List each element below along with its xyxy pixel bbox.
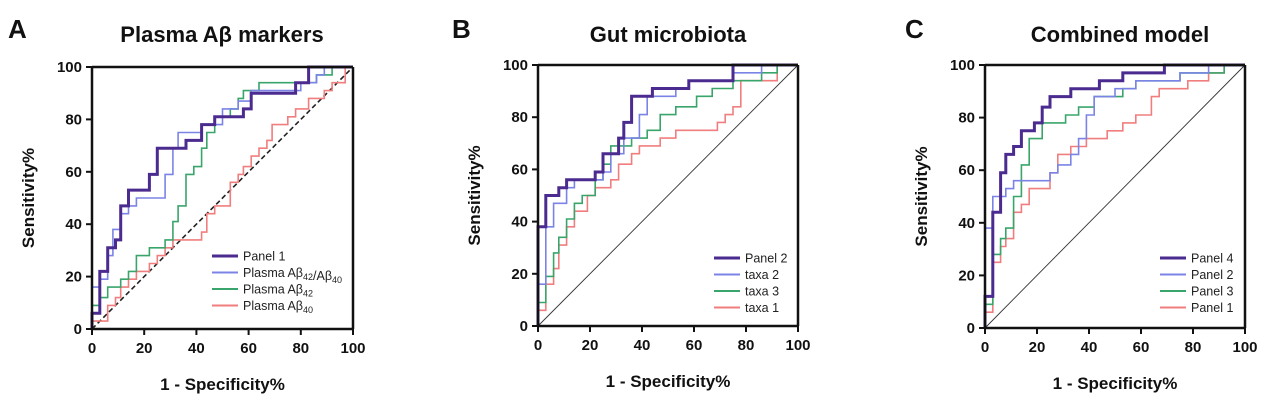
roc-line-panel-4 xyxy=(983,63,1245,328)
x-tick-label: 60 xyxy=(686,337,703,354)
legend-label-plasma-a-40: Plasma Aβ40 xyxy=(243,299,313,315)
x-tick-label: 0 xyxy=(981,339,989,356)
legend-label-panel-3: Panel 3 xyxy=(1191,285,1233,299)
chart-title: Plasma Aβ markers xyxy=(120,22,323,47)
x-tick-label: 20 xyxy=(136,340,153,357)
y-axis-label: Sensitivity% xyxy=(912,146,931,246)
x-tick-label: 100 xyxy=(340,340,365,357)
legend-label-plasma-a-42: Plasma Aβ42 xyxy=(243,283,313,299)
y-tick-label: 40 xyxy=(958,215,975,232)
legend-label-taxa-3: taxa 3 xyxy=(745,285,779,299)
y-tick-label: 20 xyxy=(958,267,975,284)
roc-line-plasma-a-42 xyxy=(91,66,353,329)
chart-panel-a: A Plasma Aβ markers 0 20 40 60 80 100 0 20 40 60 80 1… xyxy=(8,14,366,394)
chart-panel-c: C Combined model 0 20 40 60 80 100 0 20 40 60 80 100 1… xyxy=(905,14,1258,393)
legend: Panel 2 taxa 2 taxa 3 taxa 1 xyxy=(714,252,787,315)
x-tick-label: 20 xyxy=(1029,339,1046,356)
x-axis-label: 1 - Specificity% xyxy=(160,375,285,394)
legend-label-panel-2: Panel 2 xyxy=(745,252,787,266)
y-tick-label: 60 xyxy=(958,162,975,179)
panel-letter: A xyxy=(8,14,27,44)
y-tick-label: 20 xyxy=(65,269,82,286)
y-tick-label: 40 xyxy=(65,216,82,233)
legend-label-plasma-a-42-a-40: Plasma Aβ42/Aβ40 xyxy=(243,266,342,285)
x-tick-label: 80 xyxy=(292,340,309,357)
y-axis-label: Sensitivity% xyxy=(19,148,38,248)
y-tick-label: 20 xyxy=(511,266,528,283)
roc-line-panel-1 xyxy=(984,64,1245,328)
legend: Panel 4 Panel 2 Panel 3 Panel 1 xyxy=(1160,252,1233,315)
y-tick-label: 60 xyxy=(511,161,528,178)
reference-diagonal-line xyxy=(537,64,799,327)
legend-label-taxa-2: taxa 2 xyxy=(745,268,779,282)
chart-panel-b: B Gut microbiota 0 20 40 60 80 100 0 20 40 60 80 100 1… xyxy=(452,14,811,391)
legend-label-taxa-1: taxa 1 xyxy=(745,301,779,315)
y-tick-label: 0 xyxy=(520,318,528,335)
y-tick-label: 40 xyxy=(511,214,528,231)
x-tick-label: 60 xyxy=(240,340,257,357)
x-axis-label: 1 - Specificity% xyxy=(1053,374,1178,393)
roc-line-taxa-1 xyxy=(537,64,798,326)
x-tick-label: 100 xyxy=(1232,339,1257,356)
y-tick-label: 100 xyxy=(950,57,975,74)
x-tick-label: 80 xyxy=(738,337,755,354)
legend-label-panel-1: Panel 1 xyxy=(1191,301,1233,315)
x-tick-label: 0 xyxy=(88,340,96,357)
reference-diagonal-line xyxy=(984,64,1246,329)
roc-line-panel-2 xyxy=(536,63,798,326)
roc-line-panel-2 xyxy=(984,64,1245,328)
y-tick-label: 100 xyxy=(57,59,82,76)
panel-letter: C xyxy=(905,14,924,44)
x-tick-label: 20 xyxy=(582,337,599,354)
y-tick-label: 80 xyxy=(511,109,528,126)
roc-line-plasma-a-40 xyxy=(91,66,353,329)
legend-label-panel-2: Panel 2 xyxy=(1191,268,1233,282)
y-tick-label: 0 xyxy=(967,320,975,337)
chart-title: Combined model xyxy=(1031,22,1209,47)
x-tick-label: 40 xyxy=(634,337,651,354)
chart-title: Gut microbiota xyxy=(590,22,747,47)
roc-line-taxa-3 xyxy=(537,64,798,326)
x-tick-label: 40 xyxy=(1081,339,1098,356)
legend-label-panel-1: Panel 1 xyxy=(243,250,285,264)
x-tick-label: 100 xyxy=(785,337,810,354)
roc-line-panel-1 xyxy=(90,65,353,329)
x-tick-label: 0 xyxy=(534,337,542,354)
x-tick-label: 80 xyxy=(1185,339,1202,356)
y-tick-label: 100 xyxy=(503,57,528,74)
y-tick-label: 80 xyxy=(958,110,975,127)
x-axis-label: 1 - Specificity% xyxy=(606,372,731,391)
y-tick-label: 60 xyxy=(65,164,82,181)
reference-diagonal-line xyxy=(91,66,354,330)
y-tick-label: 0 xyxy=(74,321,82,338)
x-tick-label: 60 xyxy=(1133,339,1150,356)
y-tick-label: 80 xyxy=(65,111,82,128)
y-axis-label: Sensitivity% xyxy=(465,145,484,245)
panel-letter: B xyxy=(452,14,471,44)
x-tick-label: 40 xyxy=(188,340,205,357)
legend-label-panel-4: Panel 4 xyxy=(1191,252,1233,266)
